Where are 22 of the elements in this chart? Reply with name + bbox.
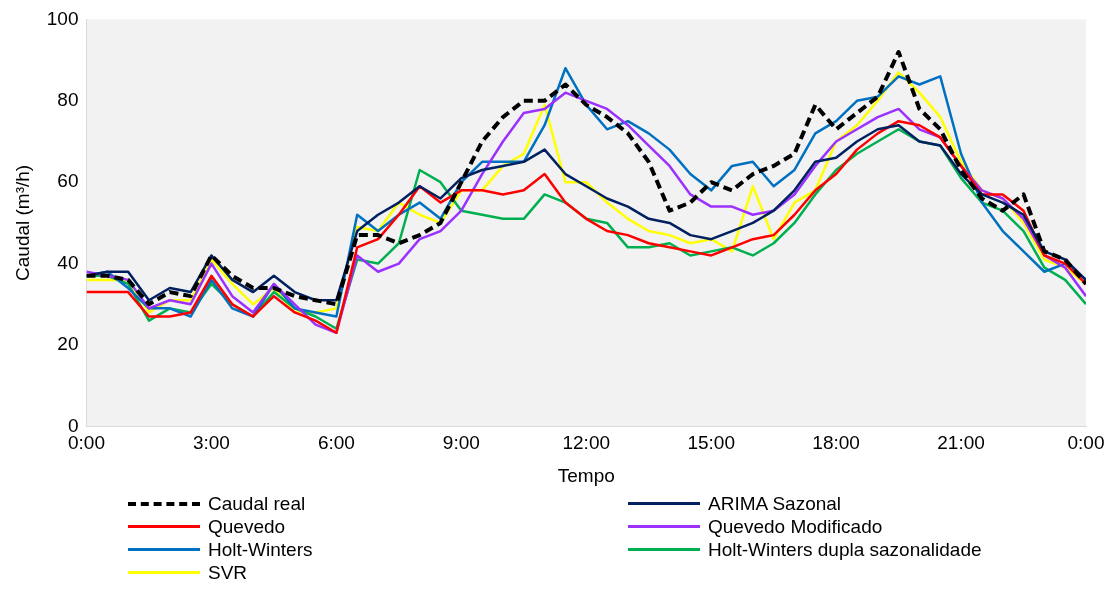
y-tick-label: 80: [57, 89, 79, 111]
x-tick-label: 9:00: [442, 432, 480, 454]
y-tick-label: 20: [57, 333, 79, 355]
legend-label: Quevedo: [208, 515, 286, 538]
x-tick-label: 21:00: [937, 432, 985, 454]
y-axis-title: Caudal (m³/h): [11, 164, 33, 281]
y-tick-label: 40: [57, 251, 79, 273]
x-axis-title: Tempo: [557, 464, 615, 486]
legend-label: Caudal real: [208, 492, 306, 515]
x-tick-label: 0:00: [1067, 432, 1105, 454]
x-tick-label: 12:00: [562, 432, 611, 454]
x-tick-label: 15:00: [687, 432, 735, 454]
legend-label: Holt-Winters: [208, 538, 313, 561]
y-tick-label: 100: [46, 7, 79, 29]
x-tick-label: 18:00: [812, 432, 860, 454]
y-tick-label: 60: [57, 170, 79, 192]
legend-label: Holt-Winters dupla sazonalidade: [708, 538, 982, 561]
legend-label: Quevedo Modificado: [708, 515, 883, 538]
legend-label: SVR: [208, 561, 248, 584]
x-tick-label: 3:00: [192, 432, 230, 454]
x-tick-label: 6:00: [317, 432, 355, 454]
legend-label: ARIMA Sazonal: [708, 492, 842, 515]
